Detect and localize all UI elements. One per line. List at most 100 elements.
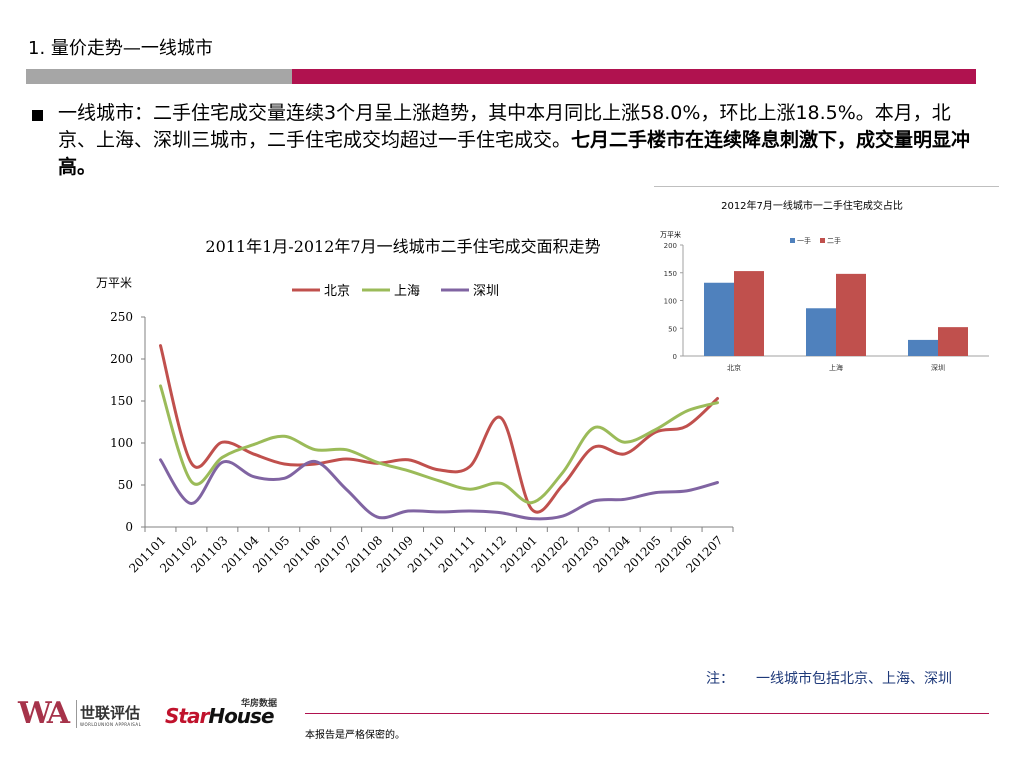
data-point	[438, 468, 441, 471]
bar-y-tick-label: 50	[668, 325, 677, 333]
data-point	[592, 446, 595, 449]
y-tick-label: 50	[118, 478, 133, 492]
data-point	[190, 502, 193, 505]
y-tick-label: 100	[110, 436, 133, 450]
bar-second-hand	[836, 273, 866, 356]
data-point	[561, 515, 564, 518]
bar-first-hand	[806, 308, 836, 356]
summary-text: 一线城市：二手住宅成交量连续3个月呈上涨趋势，其中本月同比上涨58.0%，环比上…	[58, 102, 951, 151]
bar-legend-swatch	[790, 238, 795, 243]
data-point	[314, 448, 317, 451]
data-point	[283, 435, 286, 438]
bar-chart-y-label: 万平米	[660, 230, 681, 239]
bar-chart: 2012年7月一线城市一二手住宅成交占比 万平米 一手 二手 0 50 100 150 2…	[660, 199, 989, 372]
data-point	[438, 510, 441, 513]
footer-divider	[305, 713, 989, 714]
line-chart-legend: 北京 上海 深圳	[292, 284, 499, 299]
data-point	[499, 416, 502, 419]
data-point	[685, 410, 688, 413]
data-point	[716, 481, 719, 484]
data-point	[561, 471, 564, 474]
legend-label: 北京	[324, 284, 350, 299]
data-point	[376, 461, 379, 464]
worldunion-logo-name: 世联评估	[80, 704, 141, 722]
series-line-3	[159, 458, 719, 521]
data-point	[530, 517, 533, 520]
worldunion-logo-english: WORLDUNION APPRAISAL	[80, 722, 142, 727]
data-point	[252, 443, 255, 446]
data-point	[530, 501, 533, 504]
data-point	[221, 461, 224, 464]
bar-first-hand	[704, 282, 734, 356]
data-point	[592, 499, 595, 502]
footnote-text: 一线城市包括北京、上海、深圳	[756, 671, 952, 687]
data-point	[438, 479, 441, 482]
data-point	[716, 397, 719, 400]
data-point	[159, 344, 162, 347]
y-tick-label: 250	[110, 310, 133, 324]
data-point	[407, 458, 410, 461]
starhouse-logo-star: Star	[165, 704, 209, 728]
data-point	[345, 488, 348, 491]
starhouse-logo-chinese: 华房数据	[241, 699, 278, 709]
data-point	[530, 508, 533, 511]
data-point	[159, 458, 162, 461]
data-point	[654, 428, 657, 431]
data-point	[623, 498, 626, 501]
bar-legend-swatch	[820, 238, 825, 243]
data-point	[561, 484, 564, 487]
line-chart-axes: 0 50 100 150 200 250	[110, 310, 734, 534]
data-point	[252, 452, 255, 455]
logo-separator	[76, 700, 77, 728]
summary-paragraph: 一线城市：二手住宅成交量连续3个月呈上涨趋势，其中本月同比上涨58.0%，环比上…	[58, 100, 978, 181]
data-point	[592, 426, 595, 429]
data-point	[468, 465, 471, 468]
header-bar-gray	[26, 69, 292, 84]
line-chart: 2011年1月-2012年7月一线城市二手住宅成交面积走势 万平米 北京 上海 深圳…	[96, 237, 734, 576]
footnote: 注： 一线城市包括北京、上海、深圳	[706, 668, 952, 688]
y-tick-label: 200	[110, 352, 133, 366]
data-point	[407, 510, 410, 513]
data-point	[159, 384, 162, 387]
data-point	[190, 480, 193, 483]
data-point	[283, 477, 286, 480]
data-point	[345, 457, 348, 460]
line-chart-y-label: 万平米	[96, 276, 132, 290]
header-bar-accent	[292, 69, 976, 84]
data-point	[468, 488, 471, 491]
legend-label: 上海	[394, 284, 420, 299]
bar-y-tick-label: 150	[664, 270, 677, 278]
bar-y-tick-label: 100	[664, 298, 677, 306]
starhouse-logo-house: House	[208, 704, 274, 728]
bullet-square	[32, 110, 43, 121]
y-tick-label: 0	[125, 520, 133, 534]
summary-bold-text: 七月二手楼市在连续降息刺激下，成交量明显冲高。	[58, 129, 971, 178]
bar-first-hand	[908, 339, 938, 356]
bar-second-hand	[938, 327, 968, 356]
data-point	[283, 463, 286, 466]
data-point	[252, 475, 255, 478]
data-point	[499, 482, 502, 485]
y-tick-label: 150	[110, 394, 133, 408]
series-line-1	[159, 344, 719, 514]
data-point	[221, 456, 224, 459]
data-point	[685, 489, 688, 492]
slide-title: 1. 量价走势—一线城市	[28, 38, 213, 59]
bar-x-tick-label: 上海	[829, 363, 843, 372]
footnote-label: 注：	[706, 671, 734, 687]
data-point	[623, 441, 626, 444]
bar-chart-bars	[704, 271, 968, 356]
data-point	[499, 511, 502, 514]
bar-chart-legend: 一手 二手	[790, 236, 841, 245]
bar-legend-label: 一手	[797, 236, 811, 245]
line-chart-series	[159, 344, 719, 521]
line-chart-x-tick-labels: 2011012011022011032011042011052011062011…	[126, 533, 725, 576]
starhouse-logo-wordmark: StarHouse	[165, 704, 275, 728]
bar-x-tick-label: 北京	[727, 363, 741, 372]
data-point	[345, 448, 348, 451]
bar-x-tick-label: 深圳	[931, 363, 945, 372]
worldunion-logo: WA 世联评估 WORLDUNION APPRAISAL	[18, 696, 141, 731]
data-point	[654, 491, 657, 494]
bar-y-tick-label: 200	[664, 242, 677, 250]
bar-y-tick-label: 0	[673, 353, 677, 361]
